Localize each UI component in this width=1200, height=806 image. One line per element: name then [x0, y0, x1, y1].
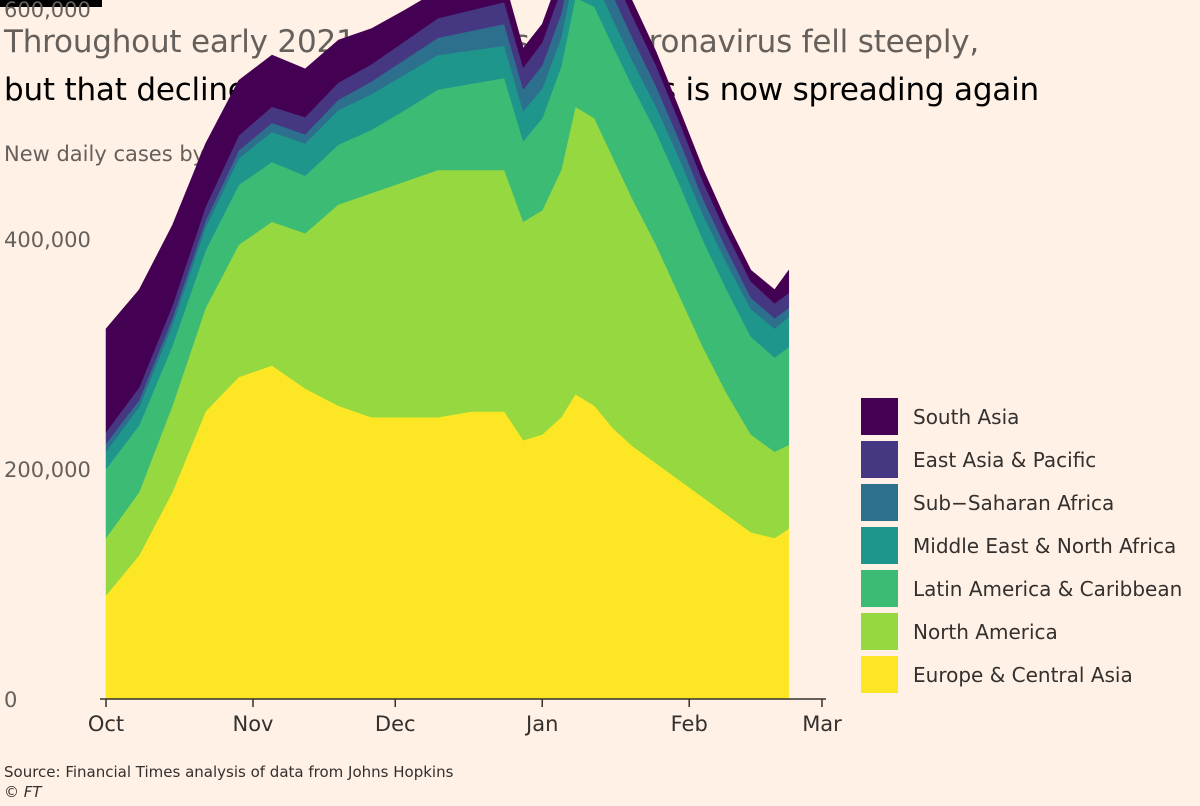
x-tick-label: Nov [232, 712, 273, 736]
legend-label: North America [913, 620, 1058, 644]
copyright: © FT [4, 783, 42, 801]
legend-item-north-america: North America [861, 613, 1196, 656]
legend-label: South Asia [913, 405, 1020, 429]
stacked-areas [105, 0, 790, 700]
legend-item-sub-saharan-africa: Sub−Saharan Africa [861, 484, 1196, 527]
legend-item-east-asia-pacific: East Asia & Pacific [861, 441, 1196, 484]
x-tick-label: Jan [524, 712, 558, 736]
y-tick-label: 400,000 [4, 228, 91, 252]
legend-item-latin-america-caribbean: Latin America & Caribbean [861, 570, 1196, 613]
legend-swatch [861, 527, 898, 564]
y-tick-label: 600,000 [4, 0, 91, 22]
legend-label: Sub−Saharan Africa [913, 491, 1115, 515]
x-axis: Oct Nov Dec Jan Feb Mar [88, 698, 842, 736]
legend-item-south-asia: South Asia [861, 398, 1196, 441]
legend-item-middle-east-north-africa: Middle East & North Africa [861, 527, 1196, 570]
source-note: Source: Financial Times analysis of data… [4, 763, 454, 781]
x-tick-label: Dec [375, 712, 416, 736]
legend-swatch [861, 570, 898, 607]
x-tick-label: Oct [88, 712, 124, 736]
legend-label: East Asia & Pacific [913, 448, 1097, 472]
y-axis: 0 200,000 400,000 600,000 [4, 0, 91, 712]
area-south-asia [105, 0, 790, 433]
legend-swatch [861, 398, 898, 435]
y-tick-label: 0 [4, 688, 17, 712]
legend-label: Europe & Central Asia [913, 663, 1133, 687]
legend-swatch [861, 613, 898, 650]
brand-bar [0, 0, 102, 7]
legend-swatch [861, 441, 898, 478]
legend-swatch [861, 656, 898, 693]
y-tick-label: 200,000 [4, 458, 91, 482]
legend-item-europe-central-asia: Europe & Central Asia [861, 656, 1196, 699]
x-tick-label: Feb [671, 712, 708, 736]
legend-label: Middle East & North Africa [913, 534, 1177, 558]
legend-swatch [861, 484, 898, 521]
x-tick-label: Mar [802, 712, 842, 736]
legend-label: Latin America & Caribbean [913, 577, 1183, 601]
